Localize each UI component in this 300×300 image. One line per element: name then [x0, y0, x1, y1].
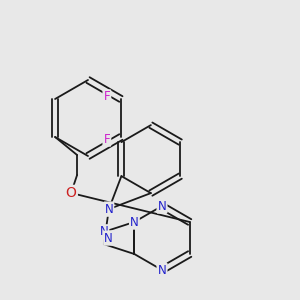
Text: O: O — [66, 186, 76, 200]
Text: F: F — [103, 91, 110, 103]
Text: N: N — [158, 200, 166, 212]
Text: F: F — [103, 91, 110, 103]
Text: N: N — [104, 232, 113, 244]
Text: N: N — [130, 215, 139, 229]
Text: N: N — [130, 215, 139, 229]
Text: N: N — [104, 232, 113, 244]
Text: O: O — [66, 186, 76, 200]
Text: N: N — [158, 200, 166, 212]
Text: O: O — [66, 186, 76, 200]
Text: F: F — [103, 133, 110, 146]
Text: N: N — [100, 225, 108, 239]
Text: N: N — [104, 202, 113, 216]
Text: N: N — [158, 263, 166, 277]
Text: N: N — [100, 225, 108, 239]
Text: N: N — [158, 263, 166, 277]
Text: F: F — [103, 133, 110, 146]
Text: N: N — [104, 202, 113, 216]
